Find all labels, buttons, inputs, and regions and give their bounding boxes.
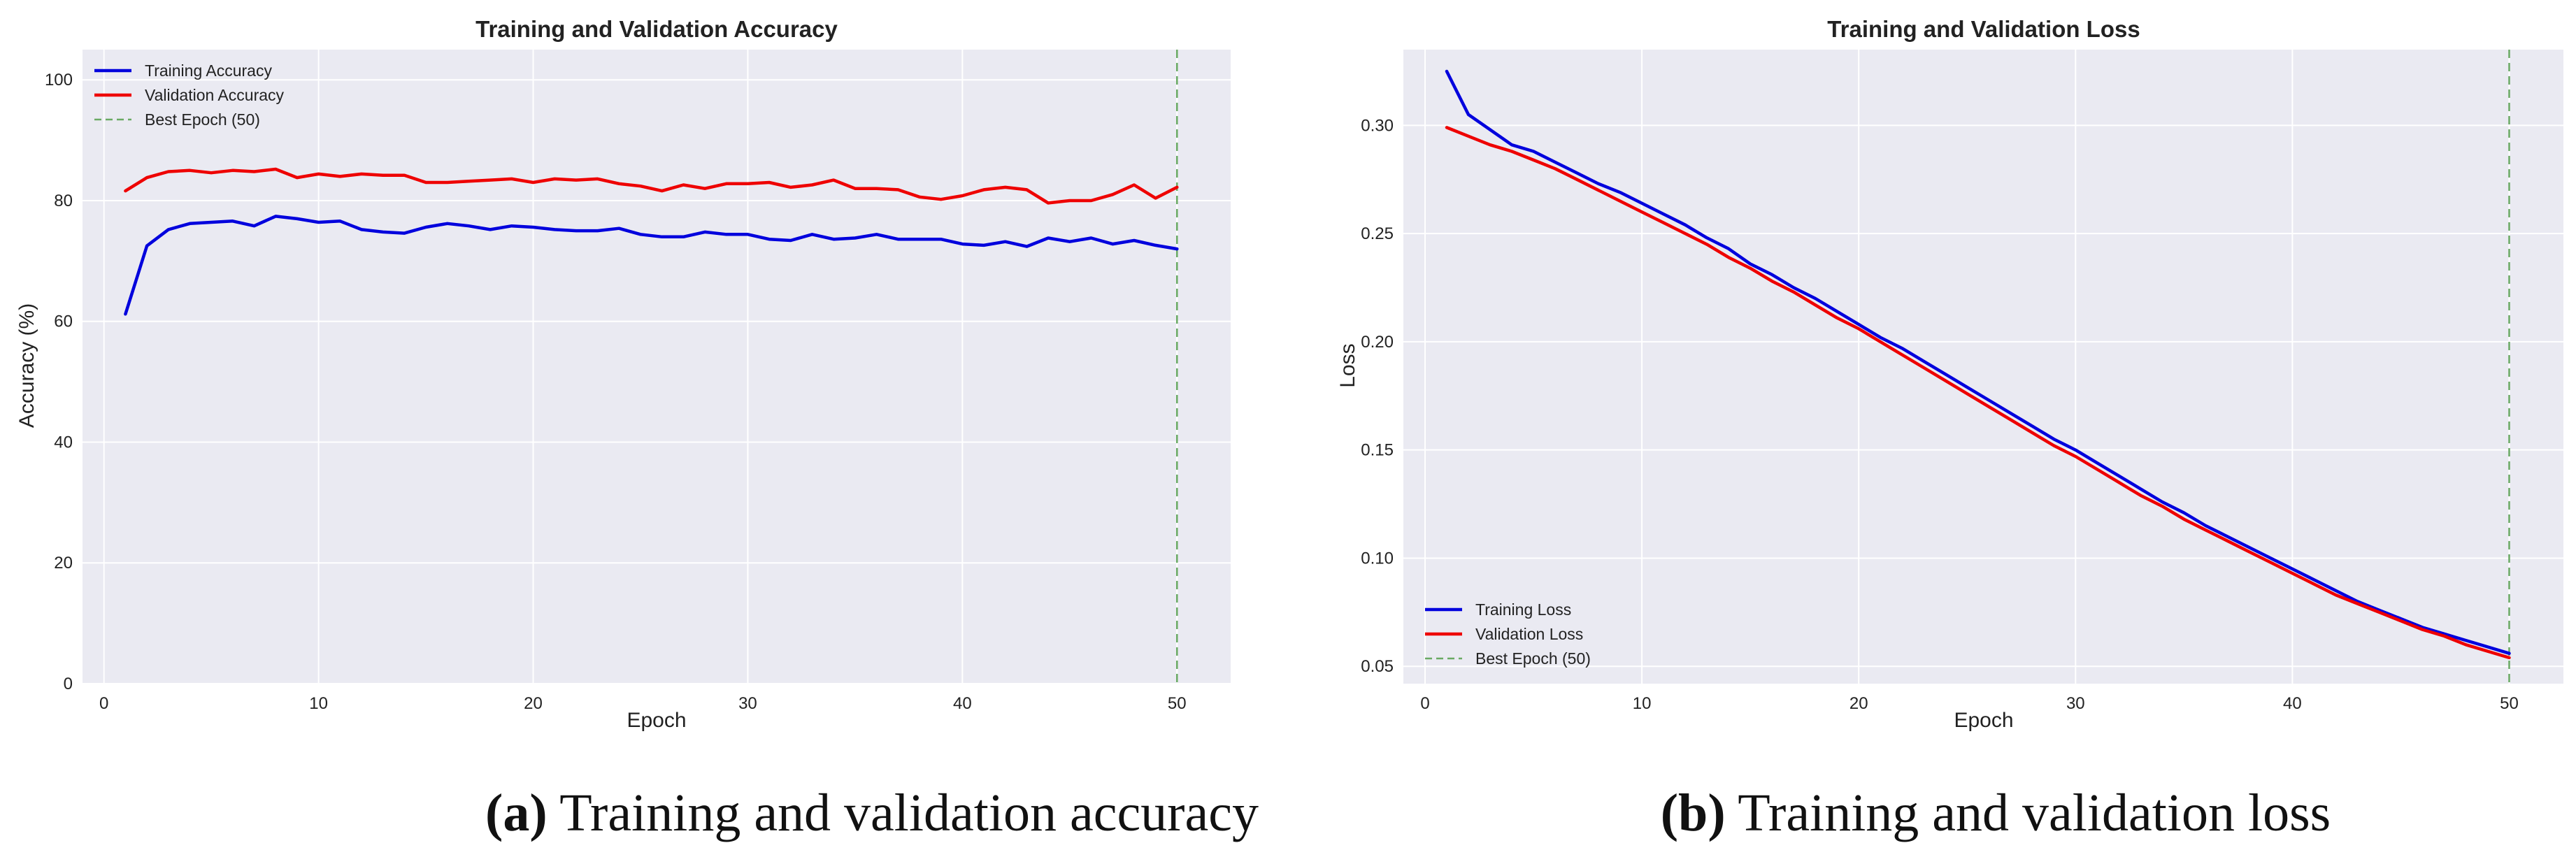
accuracy-x-tick-label: 10 [309,694,328,713]
loss-series [1445,50,2511,684]
loss-x-tick-label: 30 [2066,694,2085,713]
loss-x-tick-label: 0 [1420,694,1429,713]
loss-chart-title: Training and Validation Loss [1827,16,2140,42]
caption-a: (a) Training and validation accuracy [485,784,1259,842]
loss-chart: 0 10 20 30 40 50 0.05 0.10 0.15 0.20 0.25 0.30 Trai… [1336,16,2563,732]
loss-plot-area [1403,50,2563,684]
training-accuracy-line [124,215,1179,316]
accuracy-y-tick-label: 0 [64,675,73,693]
accuracy-y-axis-label: Accuracy (%) [15,303,38,428]
accuracy-y-tick-label: 40 [54,433,73,452]
legend-label-best-epoch-50: Best Epoch (50) [145,110,260,129]
loss-x-tick-label: 40 [2283,694,2302,713]
loss-x-axis-label: Epoch [1954,709,2013,732]
loss-x-tick-label: 10 [1633,694,1652,713]
caption-a-label: (a) [485,784,548,842]
accuracy-plot-area [83,50,1231,684]
caption-a-text: Training and validation accuracy [559,784,1259,842]
loss-y-tick-label: 0.25 [1361,224,1394,243]
loss-legend: Training Loss Validation Loss Best Epoch (… [1425,600,1591,668]
accuracy-x-axis-label: Epoch [627,709,686,732]
loss-grid [1403,50,2563,684]
loss-y-tick-label: 0.30 [1361,116,1394,135]
accuracy-y-tick-label: 80 [54,192,73,210]
validation-loss-line [1445,126,2511,660]
accuracy-series [124,50,1179,684]
loss-y-tick-label: 0.10 [1361,549,1394,568]
legend-label-training-loss: Training Loss [1475,600,1571,619]
accuracy-x-tick-label: 0 [99,694,108,713]
accuracy-chart: 0 10 20 30 40 50 0 20 40 60 80 100 Training and Val… [15,16,1231,732]
loss-y-tick-label: 0.05 [1361,657,1394,676]
caption-b-label: (b) [1661,784,1726,842]
loss-y-tick-label: 0.15 [1361,441,1394,460]
loss-ticks: 0 10 20 30 40 50 0.05 0.10 0.15 0.20 0.25 0.30 [1361,116,2519,713]
legend-label-validation-loss: Validation Loss [1475,625,1583,643]
legend-label-validation-accuracy: Validation Accuracy [145,86,285,104]
accuracy-grid [83,50,1231,684]
loss-y-axis-label: Loss [1336,343,1359,387]
accuracy-y-tick-label: 60 [54,312,73,331]
accuracy-chart-title: Training and Validation Accuracy [475,16,838,42]
accuracy-legend: Training Accuracy Validation Accuracy Best… [94,62,285,129]
accuracy-y-tick-label: 20 [54,554,73,572]
training-loss-line [1445,69,2511,655]
legend-label-best-epoch-50: Best Epoch (50) [1475,649,1591,668]
accuracy-x-tick-label: 50 [1168,694,1187,713]
accuracy-x-tick-label: 30 [738,694,757,713]
loss-x-tick-label: 50 [2500,694,2519,713]
loss-x-tick-label: 20 [1849,694,1868,713]
caption-b-text: Training and validation loss [1738,784,2331,842]
accuracy-y-tick-label: 100 [45,71,73,89]
accuracy-ticks: 0 10 20 30 40 50 0 20 40 60 80 100 [45,71,1187,713]
loss-y-tick-label: 0.20 [1361,333,1394,352]
accuracy-x-tick-label: 20 [524,694,543,713]
validation-accuracy-line [124,167,1179,205]
accuracy-x-tick-label: 40 [953,694,972,713]
caption-b: (b) Training and validation loss [1661,784,2331,842]
legend-label-training-accuracy: Training Accuracy [145,62,272,80]
